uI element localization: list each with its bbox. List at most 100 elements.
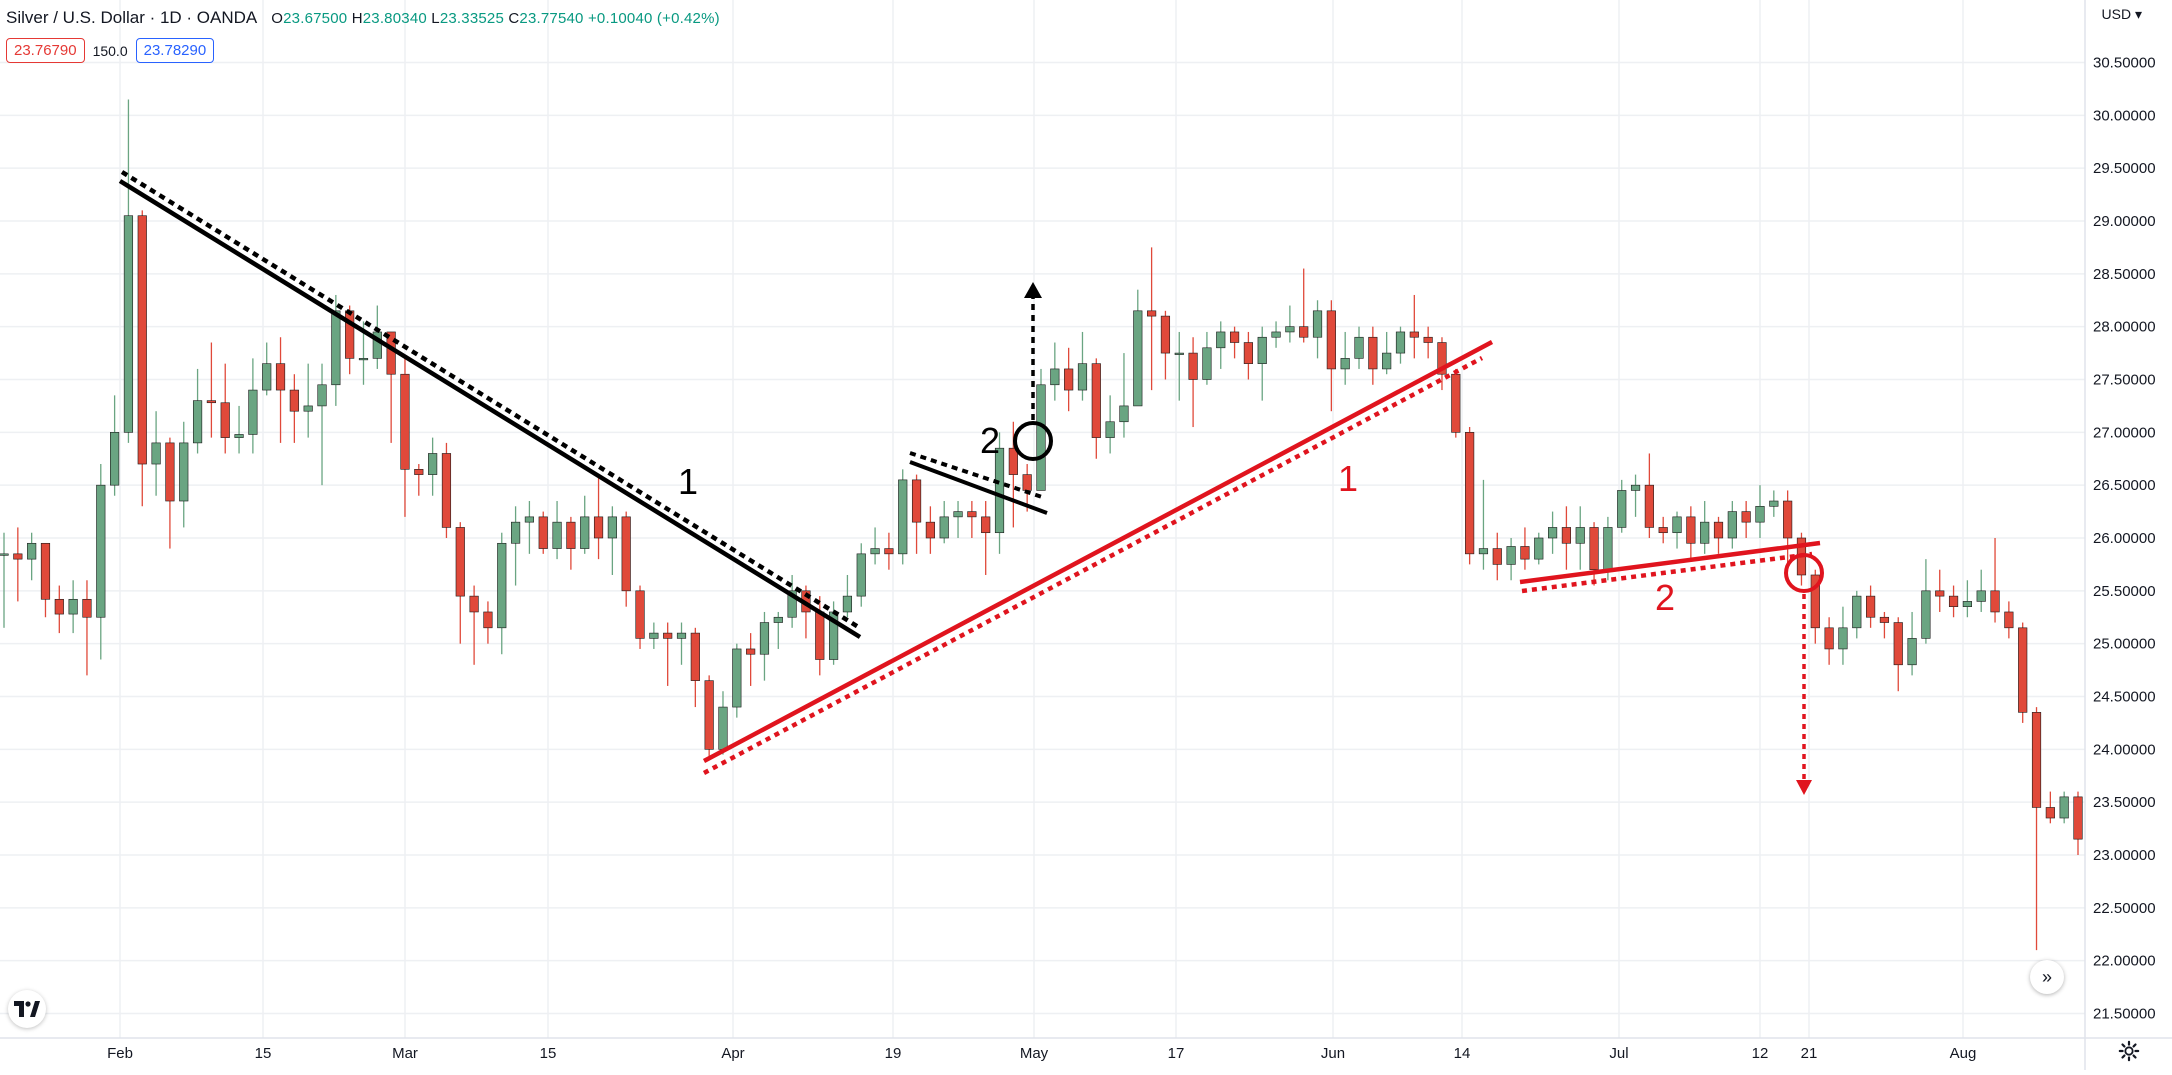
candle [1202,331,1212,385]
sell-price-button[interactable]: 23.76790 [6,38,85,63]
candle [939,501,949,544]
x-tick-label: 15 [540,1045,557,1062]
candle [2059,791,2069,824]
candle-body [497,542,507,629]
black-trendline-2-dotted[interactable] [909,451,1043,499]
x-tick-label: Jul [1609,1045,1628,1062]
candle-body [759,622,770,655]
y-tick-label: 27.50000 [2093,372,2156,389]
candle-body [289,389,299,412]
candle [1451,368,1461,438]
red-trendline-2-dotted[interactable] [1521,551,1813,594]
red-trendline-1[interactable] [702,340,1494,763]
candle-body [1147,310,1157,317]
candle-body [1119,405,1129,423]
candle-body [1852,595,1862,629]
candle [704,675,714,760]
candle [746,633,756,686]
candle-body [1050,368,1060,386]
gear-icon[interactable] [2118,1040,2140,1062]
candle-body [1395,331,1406,354]
candle [1382,331,1392,375]
black-trendline-1-dotted[interactable] [120,170,862,630]
candle-body [1077,363,1088,391]
black-breakout-circle[interactable] [1013,421,1053,461]
candle-body [621,516,631,592]
currency-label: USD [2101,6,2132,22]
black-trendline-2[interactable] [909,460,1048,515]
candle [1133,289,1143,407]
candle-body [939,516,949,539]
candle-body [2004,611,2014,629]
candle-body [884,548,894,555]
candle [1036,368,1046,491]
buy-price-button[interactable]: 23.78290 [135,38,215,63]
candle [179,421,189,528]
double-chevron-right-icon[interactable]: » [2030,960,2064,994]
candle-body [1478,548,1489,555]
red-trendline-1-dotted[interactable] [702,356,1484,775]
candle [13,527,23,602]
candle-body [1354,336,1364,359]
candle [275,337,286,443]
x-tick-label: Aug [1950,1045,1977,1062]
candle [1948,585,1959,618]
candle [2031,707,2042,951]
black-target-arrowhead [1024,282,1042,298]
candle [441,442,452,538]
y-tick-label: 22.50000 [2093,900,2156,917]
candle-body [925,521,935,539]
candle-body [1935,590,1945,597]
candle-body [428,453,438,475]
candle-body [676,632,687,639]
candle [1465,427,1475,565]
symbol-title[interactable]: Silver / U.S. Dollar · 1D · OANDA [6,8,258,27]
candle-body [414,469,424,475]
candle-body [400,373,410,470]
candle [856,543,866,607]
currency-selector[interactable]: USD ▾ [2102,6,2142,23]
candle [151,411,161,496]
candle-body [1603,527,1613,571]
candle [1326,300,1336,412]
y-tick-label: 29.50000 [2093,160,2156,177]
candle [317,363,327,486]
candle-body [649,632,659,639]
candle [607,506,617,575]
candle-body [953,511,963,518]
open-label: O [271,9,284,27]
candle-body [40,542,51,600]
candle-body [1962,601,1972,607]
candle-body [1271,331,1281,338]
red-trendline-2[interactable] [1519,540,1821,585]
candle [1727,501,1737,549]
candle-body [1976,590,1986,602]
candle-body [151,442,161,465]
red-breakout-circle[interactable] [1784,553,1824,593]
candle-body [2045,807,2055,819]
candle [580,495,590,554]
candle-body [1783,500,1793,539]
candle-body [1492,548,1502,565]
candle [1686,506,1696,560]
black-trendline-1[interactable] [118,179,862,639]
candle [676,622,687,665]
candle-body [1202,347,1212,380]
candle-body [856,553,866,597]
candle [1299,268,1309,343]
candle-body [732,648,742,708]
y-tick-label: 30.50000 [2093,55,2156,72]
candle-body [165,442,175,502]
tradingview-logo-icon[interactable] [8,990,46,1028]
candle-body [1451,373,1461,433]
candle [1147,247,1157,391]
candle [1990,538,2000,623]
candle-body [1368,336,1378,370]
candle [428,437,438,496]
candle-body [1257,336,1267,364]
candle [1437,337,1447,391]
candle-body [911,479,922,523]
candle-body [1672,516,1682,534]
